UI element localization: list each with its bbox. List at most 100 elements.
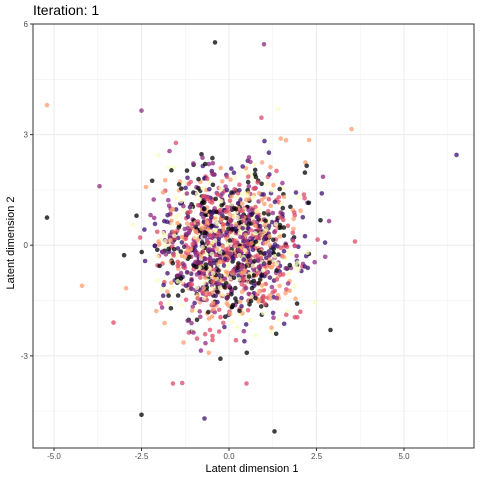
data-point bbox=[216, 230, 221, 236]
data-point bbox=[79, 283, 85, 289]
data-point bbox=[285, 281, 291, 286]
data-point bbox=[261, 261, 267, 266]
data-point bbox=[267, 172, 272, 177]
data-point bbox=[236, 261, 241, 266]
data-point bbox=[159, 305, 165, 310]
data-point bbox=[259, 283, 265, 288]
data-point bbox=[220, 244, 225, 250]
data-point bbox=[210, 155, 215, 161]
data-point bbox=[156, 153, 161, 158]
data-point bbox=[231, 214, 237, 220]
data-point bbox=[200, 245, 205, 250]
data-point bbox=[295, 260, 301, 265]
data-point bbox=[207, 233, 213, 238]
data-point bbox=[252, 162, 257, 167]
data-point bbox=[185, 214, 191, 220]
data-point bbox=[197, 197, 202, 202]
data-point bbox=[181, 180, 187, 186]
data-point bbox=[258, 250, 263, 255]
data-point bbox=[231, 275, 237, 281]
data-point bbox=[271, 237, 276, 243]
data-point bbox=[278, 215, 283, 220]
data-point bbox=[190, 241, 195, 247]
data-point bbox=[179, 279, 185, 285]
data-point bbox=[157, 241, 162, 247]
data-point bbox=[272, 253, 278, 259]
data-point bbox=[292, 283, 297, 289]
data-point bbox=[226, 226, 231, 231]
scatter-points bbox=[44, 40, 459, 434]
data-point bbox=[188, 179, 193, 185]
data-point bbox=[189, 221, 194, 227]
data-point bbox=[278, 225, 283, 230]
data-point bbox=[220, 213, 225, 219]
data-point bbox=[229, 233, 235, 239]
data-point bbox=[257, 223, 263, 229]
data-point bbox=[247, 302, 252, 307]
data-point bbox=[216, 281, 222, 287]
data-point bbox=[248, 258, 253, 264]
data-point bbox=[285, 249, 291, 255]
data-point bbox=[201, 286, 207, 291]
data-point bbox=[183, 283, 189, 289]
data-point bbox=[151, 215, 157, 221]
data-point bbox=[219, 233, 224, 238]
data-point bbox=[256, 191, 262, 196]
data-point bbox=[259, 160, 265, 165]
data-point bbox=[218, 356, 223, 362]
data-point bbox=[245, 307, 251, 313]
data-point bbox=[298, 309, 303, 315]
data-point bbox=[229, 166, 234, 171]
data-point bbox=[210, 333, 215, 339]
data-point bbox=[191, 330, 196, 335]
data-point bbox=[246, 291, 251, 297]
data-point bbox=[180, 207, 186, 213]
data-point bbox=[160, 293, 166, 299]
data-point bbox=[194, 285, 200, 291]
data-point bbox=[206, 350, 212, 356]
data-point bbox=[189, 282, 195, 287]
data-point bbox=[278, 136, 284, 141]
data-point bbox=[290, 238, 296, 243]
data-point bbox=[252, 258, 257, 264]
data-point bbox=[228, 223, 234, 228]
data-point bbox=[223, 184, 228, 189]
data-point bbox=[237, 299, 243, 305]
data-point bbox=[288, 204, 293, 210]
chart-title: Iteration: 1 bbox=[33, 2, 99, 18]
data-point bbox=[306, 137, 312, 143]
data-point bbox=[222, 285, 227, 290]
data-point bbox=[281, 225, 287, 230]
data-point bbox=[158, 301, 164, 306]
data-point bbox=[232, 175, 238, 181]
data-point bbox=[281, 254, 287, 260]
data-point bbox=[257, 289, 262, 294]
data-point bbox=[296, 267, 301, 273]
data-point bbox=[160, 286, 165, 292]
data-point bbox=[248, 227, 254, 233]
data-point bbox=[206, 161, 212, 167]
data-point bbox=[202, 206, 207, 211]
data-point bbox=[179, 234, 185, 240]
data-point bbox=[137, 235, 143, 240]
data-point bbox=[278, 245, 284, 251]
data-point bbox=[255, 270, 261, 276]
data-point bbox=[183, 297, 189, 303]
data-point bbox=[293, 190, 299, 195]
data-point bbox=[212, 40, 218, 45]
data-point bbox=[261, 236, 267, 242]
y-tick-label: 3 bbox=[24, 131, 29, 140]
data-point bbox=[194, 336, 200, 341]
data-point bbox=[312, 259, 318, 265]
data-point bbox=[168, 285, 174, 290]
data-point bbox=[265, 208, 271, 214]
data-point bbox=[219, 203, 224, 208]
data-point bbox=[189, 308, 195, 313]
data-point bbox=[250, 207, 255, 213]
data-point bbox=[173, 214, 179, 220]
data-point bbox=[185, 221, 190, 226]
data-point bbox=[199, 226, 204, 231]
data-point bbox=[183, 236, 189, 241]
data-point bbox=[143, 184, 149, 190]
data-point bbox=[183, 185, 188, 191]
